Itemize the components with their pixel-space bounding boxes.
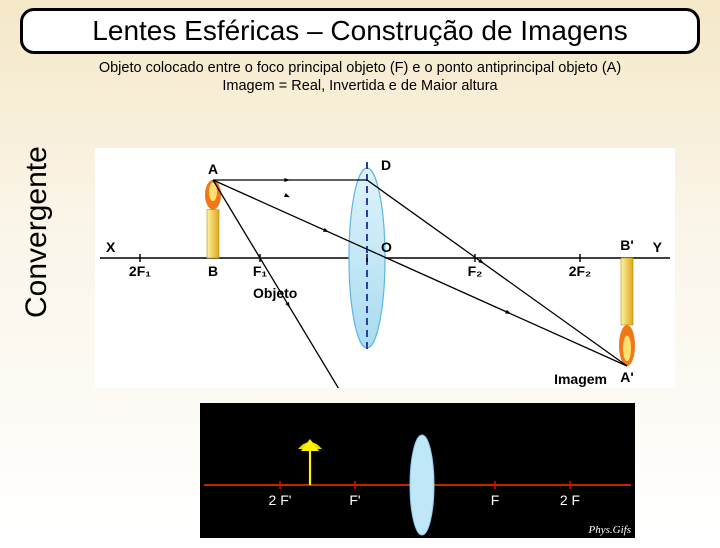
svg-text:Imagem: Imagem [554, 371, 607, 387]
svg-text:B: B [208, 263, 218, 279]
credit-label: Phys.Gifs [589, 524, 631, 536]
svg-text:Objeto: Objeto [253, 285, 297, 301]
svg-text:A: A [208, 161, 218, 177]
subtitle-line2: Imagem = Real, Invertida e de Maior altu… [18, 78, 702, 94]
svg-text:2F₂: 2F₂ [569, 263, 592, 279]
main-ray-diagram: X2F₁BF₁OF₂2F₂YAObjetoB'A'ImagemD [95, 148, 675, 388]
svg-text:F: F [491, 492, 500, 508]
svg-text:2F₁: 2F₁ [129, 263, 151, 279]
subtitle: Objeto colocado entre o foco principal o… [18, 60, 702, 94]
svg-text:2 F': 2 F' [269, 492, 292, 508]
svg-text:O: O [381, 239, 392, 255]
svg-text:Y: Y [653, 239, 663, 255]
slide-title-text: Lentes Esféricas – Construção de Imagens [92, 15, 627, 46]
svg-text:2 F: 2 F [560, 492, 580, 508]
lower-ray-diagram: 2 F' F' F 2 F Phys.Gifs [200, 403, 635, 538]
svg-text:F': F' [349, 492, 360, 508]
svg-text:F₂: F₂ [468, 263, 483, 279]
subtitle-line1: Objeto colocado entre o foco principal o… [18, 60, 702, 76]
svg-text:D: D [381, 157, 391, 173]
svg-text:X: X [106, 239, 116, 255]
svg-text:B': B' [620, 237, 633, 253]
slide-title: Lentes Esféricas – Construção de Imagens [20, 8, 700, 54]
svg-text:A': A' [620, 369, 633, 385]
side-label-convergente: Convergente [20, 146, 54, 318]
